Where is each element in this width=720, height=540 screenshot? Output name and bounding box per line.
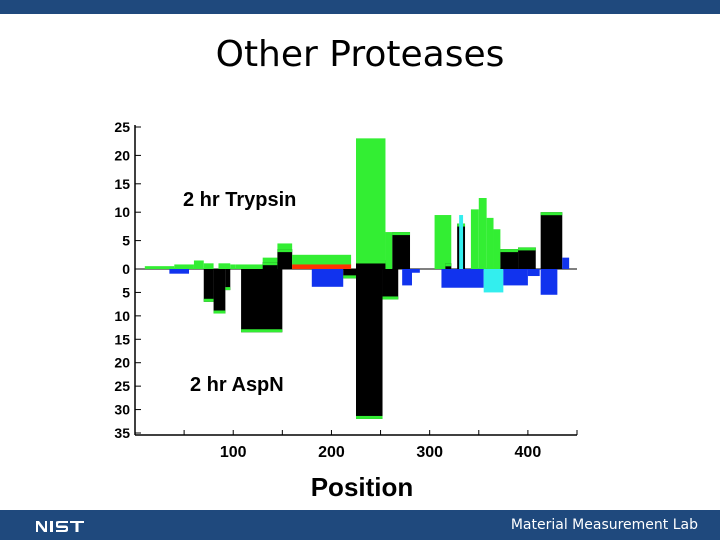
- trypsin-bar: [277, 249, 293, 269]
- trypsin-bar: [356, 138, 386, 269]
- aspn-bar: [241, 269, 283, 333]
- trypsin-bar: [486, 217, 494, 269]
- x-tick-label: 100: [220, 444, 247, 461]
- top-brand-bar: [0, 0, 720, 14]
- x-tick-label: 300: [416, 444, 443, 461]
- trypsin-bar: [562, 257, 570, 269]
- nist-logo: [36, 521, 84, 532]
- trypsin-bar: [235, 264, 263, 269]
- trypsin-bar-cap: [262, 262, 278, 266]
- trypsin-bar-cap: [392, 232, 411, 236]
- x-tick-label: 400: [515, 444, 542, 461]
- aspn-bar: [225, 269, 231, 291]
- aspn-bar: [527, 269, 540, 277]
- trypsin-bar: [385, 232, 393, 269]
- y-tick-label-top: 15: [114, 176, 130, 192]
- aspn-bar-cap: [356, 415, 383, 419]
- y-tick-label-top: 5: [122, 233, 130, 249]
- trypsin-bar: [392, 232, 411, 269]
- aspn-bar: [441, 269, 484, 288]
- trypsin-bar: [144, 266, 175, 269]
- trypsin-bar-cap: [277, 249, 293, 253]
- x-tick-label: 200: [318, 444, 345, 461]
- y-tick-label-bottom: 35: [114, 425, 130, 441]
- trypsin-bar: [518, 247, 536, 269]
- aspn-bar: [483, 269, 504, 293]
- y-tick-label-bottom: 25: [114, 378, 130, 394]
- aspn-bar: [169, 269, 190, 274]
- aspn-bar: [411, 269, 420, 273]
- y-tick-label-top: 10: [114, 204, 130, 220]
- aspn-bar: [402, 269, 412, 286]
- aspn-bar-cap: [225, 287, 231, 291]
- trypsin-bar: [262, 262, 278, 269]
- mirror-bar-chart: 0 5 10 15 20 25 5 10 15 20 25 30 35 100 200 300 400 2 hr…: [114, 119, 578, 502]
- trypsin-bar: [218, 263, 231, 269]
- trypsin-bar: [459, 215, 464, 269]
- trypsin-bar: [434, 215, 452, 269]
- y-tick-label-bottom: 5: [122, 284, 130, 300]
- trypsin-bar: [470, 209, 479, 269]
- trypsin-bar: [540, 212, 563, 269]
- trypsin-bar: [478, 198, 487, 269]
- aspn-bar: [382, 269, 399, 300]
- aspn-bar: [311, 269, 344, 287]
- aspn-bar-cap: [382, 296, 399, 300]
- slide-title: Other Proteases: [215, 34, 505, 75]
- aspn-bar-cap: [213, 310, 226, 314]
- aspn-bar: [356, 269, 383, 419]
- y-tick-label-top: 20: [114, 147, 130, 163]
- trypsin-bar: [500, 249, 519, 269]
- trypsin-bar-cap: [445, 263, 452, 267]
- aspn-bar: [540, 269, 558, 295]
- y-tick-label-bottom: 15: [114, 331, 130, 347]
- y-tick-label-bottom: 10: [114, 308, 130, 324]
- trypsin-bar: [356, 260, 386, 269]
- trypsin-bar-cap: [518, 247, 536, 251]
- trypsin-bar-cap: [356, 260, 386, 264]
- trypsin-bar-cap: [500, 249, 519, 253]
- y-tick-label-top: 0: [122, 261, 130, 277]
- y-tick-label-bottom: 30: [114, 402, 130, 418]
- footer-bar: Material Measurement Lab: [0, 510, 720, 540]
- aspn-bar-cap: [203, 298, 214, 302]
- annotation-aspn: 2 hr AspN: [190, 374, 284, 396]
- aspn-bar: [203, 269, 214, 302]
- aspn-bar-cap: [241, 329, 283, 333]
- annotation-trypsin: 2 hr Trypsin: [183, 189, 296, 211]
- aspn-bar: [343, 269, 356, 279]
- trypsin-bar: [292, 264, 352, 269]
- trypsin-bar: [193, 260, 204, 269]
- trypsin-bar: [493, 229, 501, 269]
- x-axis-label: Position: [311, 472, 414, 502]
- trypsin-bar: [174, 264, 194, 269]
- y-tick-label-top: 25: [114, 119, 130, 135]
- aspn-bar: [213, 269, 226, 314]
- aspn-bar-cap: [343, 275, 356, 279]
- footer-text: Material Measurement Lab: [510, 517, 698, 533]
- trypsin-bar: [203, 263, 214, 269]
- aspn-bar: [503, 269, 528, 286]
- trypsin-bar: [230, 264, 236, 269]
- trypsin-bar-cap: [540, 212, 563, 216]
- y-tick-label-bottom: 20: [114, 355, 130, 371]
